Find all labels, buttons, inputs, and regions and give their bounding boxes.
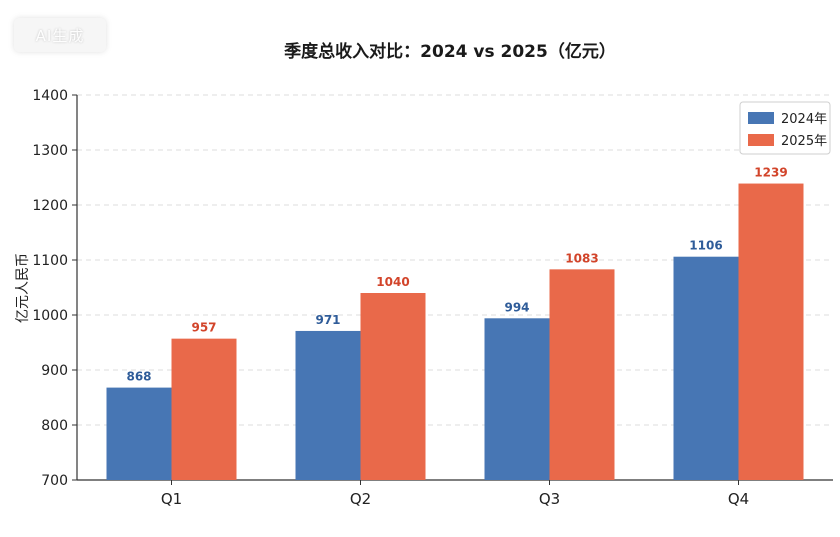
bar-2024年-Q1 (106, 387, 172, 480)
legend-label: 2025年 (781, 134, 827, 149)
x-category-label: Q1 (161, 490, 182, 508)
bar-value-label: 1106 (689, 239, 722, 253)
y-axis-ticks: 700 800 900 1000 1100 1200 1300 1400 (32, 88, 833, 489)
legend-label: 2024年 (781, 112, 827, 127)
legend-swatch (748, 112, 774, 124)
y-tick-label: 1300 (32, 143, 68, 159)
bar-value-label: 1083 (565, 251, 598, 265)
y-tick-label: 700 (41, 473, 68, 489)
ai-generated-watermark: AI生成 (14, 18, 106, 52)
y-tick-label: 1200 (32, 198, 68, 214)
chart-title: 季度总收入对比：2024 vs 2025（亿元） (284, 41, 616, 62)
y-tick-label: 1400 (32, 88, 68, 104)
bar-value-label: 994 (504, 300, 529, 314)
bar-2025年-Q1 (171, 338, 237, 480)
bar-value-label: 1239 (754, 166, 787, 180)
bar-2024年-Q3 (484, 318, 550, 480)
x-category-label: Q2 (350, 490, 371, 508)
y-tick-label: 900 (41, 363, 68, 379)
bar-value-label: 868 (126, 370, 151, 384)
bar-value-label: 1040 (376, 275, 409, 289)
bar-2024年-Q4 (673, 256, 739, 480)
bar-value-label: 957 (191, 321, 216, 335)
x-axis-categories: Q1 Q2 Q3 Q4 (161, 480, 749, 508)
bar-2025年-Q2 (360, 293, 426, 480)
bar-2024年-Q2 (295, 330, 361, 480)
legend: 2024年 2025年 (739, 101, 831, 155)
bars: 868 957 971 1040 994 1083 1106 1239 (106, 166, 804, 481)
bar-2025年-Q3 (549, 269, 615, 480)
bar-2025年-Q4 (738, 183, 804, 481)
y-axis-label: 亿元人民币 (15, 253, 31, 323)
x-category-label: Q4 (728, 490, 749, 508)
y-tick-label: 800 (41, 418, 68, 434)
legend-swatch (748, 134, 774, 146)
y-tick-label: 1100 (32, 253, 68, 269)
bar-value-label: 971 (315, 313, 340, 327)
x-category-label: Q3 (539, 490, 560, 508)
y-tick-label: 1000 (32, 308, 68, 324)
